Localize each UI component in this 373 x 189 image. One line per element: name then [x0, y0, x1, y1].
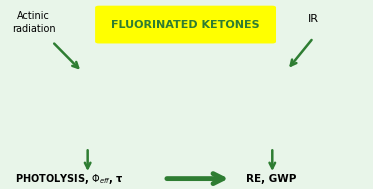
- Text: PHOTOLYSIS, $\Phi_{eff}$, τ: PHOTOLYSIS, $\Phi_{eff}$, τ: [15, 172, 124, 186]
- X-axis label: wavelength (nm): wavelength (nm): [69, 146, 110, 151]
- Text: Actinic
radiation: Actinic radiation: [12, 12, 55, 34]
- Text: FLUORINATED KETONES: FLUORINATED KETONES: [111, 20, 260, 29]
- Y-axis label: $\sigma$ / 10$^{-18}$ cm$^2$ molecule$^{-1}$: $\sigma$ / 10$^{-18}$ cm$^2$ molecule$^{…: [164, 57, 174, 111]
- FancyBboxPatch shape: [95, 6, 276, 43]
- X-axis label: Wavenumber / cm⁻¹: Wavenumber / cm⁻¹: [250, 146, 299, 151]
- Y-axis label: Absorption cross-section
(10$^{-23}$ cm$^2$ molecule$^{-1}$): Absorption cross-section (10$^{-23}$ cm$…: [0, 60, 12, 108]
- Text: CF₃C(O)CH₂CH₃: CF₃C(O)CH₂CH₃: [260, 40, 298, 45]
- Text: RE, GWP: RE, GWP: [246, 174, 297, 184]
- Text: IR: IR: [308, 14, 319, 24]
